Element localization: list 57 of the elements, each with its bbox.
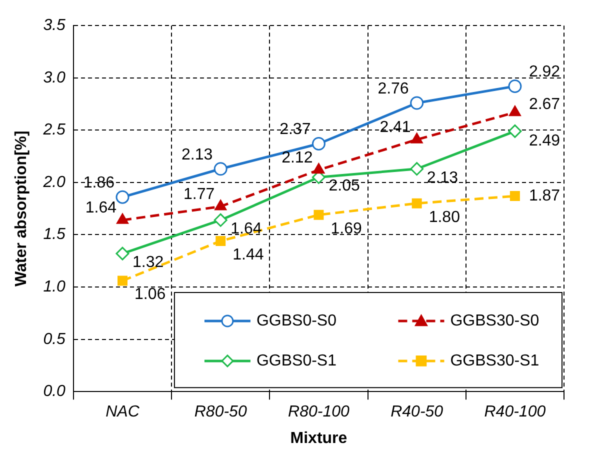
point <box>216 236 226 246</box>
point <box>312 137 326 151</box>
point <box>116 213 128 224</box>
point <box>508 124 522 138</box>
y-tick-label: 0.5 <box>43 330 66 348</box>
point <box>410 96 424 110</box>
x-tick-label: R40-50 <box>390 404 444 421</box>
point <box>412 198 422 208</box>
point <box>116 246 130 260</box>
data-label: 2.76 <box>378 80 409 98</box>
data-label: 1.86 <box>83 174 115 192</box>
point <box>116 190 130 204</box>
point <box>510 191 520 202</box>
x-tick-label: R80-100 <box>288 404 350 421</box>
y-tick-label: 2.5 <box>42 122 66 139</box>
y-tick-label: 3.0 <box>43 69 66 86</box>
data-label: 2.49 <box>528 132 560 150</box>
legend-label: GGBS0-S0 <box>256 312 337 330</box>
legend-label: GGBS30-S1 <box>450 352 540 370</box>
point <box>312 163 325 174</box>
y-tick-label: 0.0 <box>43 383 66 400</box>
point <box>508 80 522 93</box>
data-label: 2.67 <box>528 96 560 113</box>
data-label: 2.12 <box>282 149 313 166</box>
data-label: 2.37 <box>280 121 311 138</box>
data-label: 1.87 <box>528 187 560 204</box>
x-axis-title: Mixture <box>290 430 348 447</box>
data-label: 2.05 <box>328 178 360 195</box>
point <box>410 132 423 144</box>
point <box>214 213 228 227</box>
data-label: 1.64 <box>85 200 117 217</box>
data-label: 1.06 <box>134 286 166 304</box>
y-tick-label: 3.5 <box>43 17 66 34</box>
y-tick-label: 2.0 <box>42 174 66 191</box>
point <box>314 210 324 220</box>
point <box>509 106 521 116</box>
x-tick-label: NAC <box>106 404 140 421</box>
data-label: 1.69 <box>330 220 362 238</box>
data-label: 1.44 <box>232 246 264 264</box>
y-axis-title: Water absorption[%] <box>13 130 30 287</box>
point <box>214 200 227 210</box>
x-tick-label: R40-100 <box>484 404 546 421</box>
point <box>410 162 424 176</box>
data-label: 1.32 <box>132 254 164 271</box>
data-label: 1.64 <box>230 220 262 238</box>
x-tick-label: R80-50 <box>194 404 247 421</box>
data-label: 2.13 <box>181 146 213 164</box>
point <box>118 276 128 286</box>
legend-label: GGBS0-S1 <box>256 352 337 370</box>
data-label: 2.41 <box>380 118 411 136</box>
y-tick-label: 1.5 <box>43 226 66 244</box>
data-label: 1.80 <box>428 208 460 226</box>
y-tick-label: 1.0 <box>43 278 66 296</box>
data-label: 1.77 <box>183 186 215 203</box>
legend-label: GGBS30-S0 <box>450 312 540 330</box>
point <box>214 162 228 176</box>
data-label: 2.92 <box>528 64 560 81</box>
